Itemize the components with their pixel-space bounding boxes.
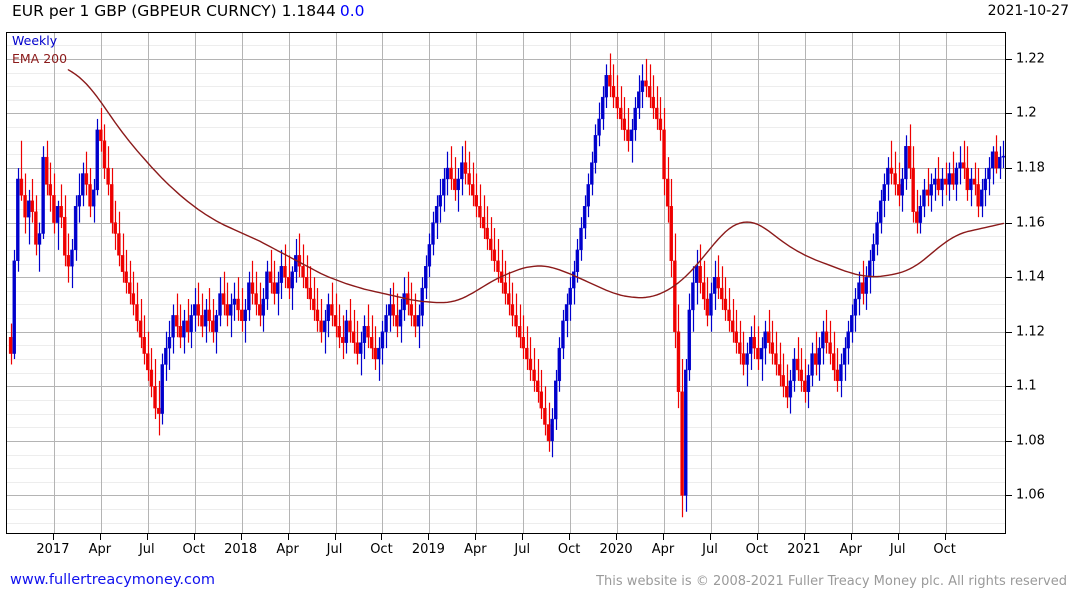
- site-link[interactable]: www.fullertreacymoney.com: [10, 572, 215, 588]
- y-tick-label: 1.22: [1016, 51, 1045, 67]
- x-tick-mark: [100, 534, 101, 540]
- x-tick-label: Jul: [138, 542, 155, 557]
- x-tick-mark: [194, 534, 195, 540]
- y-tick-mark: [1006, 331, 1012, 333]
- x-tick-label: Jul: [326, 542, 343, 557]
- x-tick-label: Apr: [651, 542, 675, 557]
- chart-header: EUR per 1 GBP (GBPEUR CURNCY) 1.1844 0.0 …: [0, 0, 1075, 26]
- x-tick-label: 2021: [787, 542, 821, 557]
- x-tick-label: 2020: [599, 542, 633, 557]
- x-axis: 2017 Apr Jul Oct 2018 Apr Jul Oct 2019 Apr Jul Oct 2…: [6, 534, 1006, 564]
- x-tick-mark: [710, 534, 711, 540]
- x-tick-mark: [569, 534, 570, 540]
- x-tick-mark: [898, 534, 899, 540]
- y-tick-label: 1.16: [1016, 215, 1045, 231]
- copyright-notice: This website is © 2008-2021 Fuller Treac…: [596, 574, 1067, 589]
- y-tick-label: 1.2: [1016, 105, 1037, 121]
- y-tick-mark: [1006, 113, 1012, 115]
- x-tick-mark: [241, 534, 242, 540]
- chart-plot-area[interactable]: [6, 32, 1006, 534]
- x-tick-label: Oct: [745, 542, 769, 557]
- x-tick-label: Apr: [839, 542, 863, 557]
- legend-periodicity: Weekly: [12, 33, 58, 48]
- x-tick-label: Oct: [182, 542, 205, 557]
- chart-footer: www.fullertreacymoney.com This website i…: [0, 572, 1075, 596]
- y-tick-label: 1.12: [1016, 324, 1045, 340]
- y-axis: 1.06 1.08 1.1 1.12 1.14 1.16 1.18 1.2 1.22: [1006, 32, 1075, 534]
- instrument-title: EUR per 1 GBP (GBPEUR CURNCY) 1.1844: [12, 2, 336, 20]
- legend-ema-200: EMA 200: [12, 51, 68, 66]
- y-tick-label: 1.06: [1016, 487, 1045, 503]
- x-tick-label: Oct: [370, 542, 393, 557]
- grid-vertical: [54, 33, 947, 533]
- x-tick-label: 2019: [411, 542, 445, 557]
- x-tick-mark: [851, 534, 852, 540]
- x-tick-label: Jul: [702, 542, 718, 557]
- page-title: EUR per 1 GBP (GBPEUR CURNCY) 1.1844 0.0: [12, 2, 365, 20]
- y-tick-mark: [1006, 58, 1012, 60]
- x-tick-mark: [335, 534, 336, 540]
- y-tick-label: 1.18: [1016, 160, 1045, 176]
- y-tick-label: 1.14: [1016, 269, 1045, 285]
- x-tick-label: Oct: [557, 542, 581, 557]
- x-tick-label: Apr: [464, 542, 487, 557]
- x-tick-mark: [381, 534, 382, 540]
- grid-major-horizontal: [7, 59, 1005, 496]
- y-tick-mark: [1006, 495, 1012, 497]
- x-tick-label: 2018: [224, 542, 258, 557]
- y-tick-mark: [1006, 168, 1012, 170]
- y-tick-label: 1.1: [1016, 378, 1037, 394]
- x-tick-mark: [804, 534, 805, 540]
- x-tick-mark: [757, 534, 758, 540]
- x-tick-mark: [475, 534, 476, 540]
- ema-200-line: [67, 69, 1005, 304]
- y-tick-mark: [1006, 386, 1012, 388]
- x-tick-mark: [428, 534, 429, 540]
- x-tick-label: 2017: [36, 542, 70, 557]
- x-tick-label: Apr: [88, 542, 112, 557]
- candlestick-series: [8, 53, 1005, 518]
- x-tick-mark: [616, 534, 617, 540]
- x-tick-label: Oct: [933, 542, 956, 557]
- price-change: 0.0: [339, 2, 365, 20]
- x-tick-label: Apr: [276, 542, 299, 557]
- candlestick-canvas: [7, 33, 1005, 533]
- x-tick-mark: [663, 534, 664, 540]
- x-tick-label: Jul: [889, 542, 906, 557]
- x-tick-mark: [522, 534, 523, 540]
- x-tick-label: Jul: [514, 542, 531, 557]
- y-tick-mark: [1006, 440, 1012, 442]
- x-tick-mark: [53, 534, 54, 540]
- x-tick-mark: [147, 534, 148, 540]
- y-tick-label: 1.08: [1016, 433, 1045, 449]
- y-tick-mark: [1006, 277, 1012, 279]
- y-tick-mark: [1006, 222, 1012, 224]
- x-tick-mark: [945, 534, 946, 540]
- chart-date: 2021-10-27: [987, 3, 1069, 19]
- x-tick-mark: [288, 534, 289, 540]
